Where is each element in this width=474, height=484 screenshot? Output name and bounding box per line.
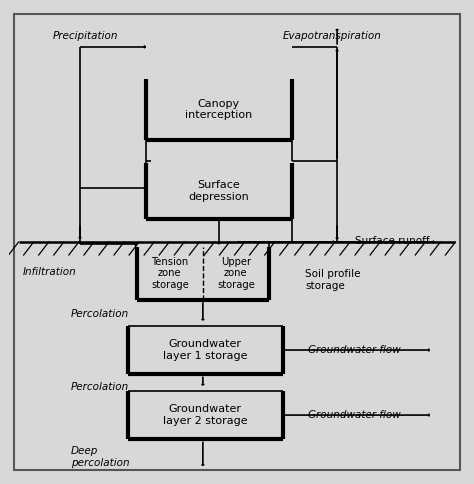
- Text: Groundwater flow: Groundwater flow: [308, 410, 400, 420]
- Text: Infiltration: Infiltration: [23, 267, 77, 277]
- Text: Surface
depression: Surface depression: [189, 180, 249, 202]
- Text: Canopy
interception: Canopy interception: [185, 99, 253, 121]
- Text: Precipitation: Precipitation: [53, 30, 118, 41]
- Text: Upper
zone
storage: Upper zone storage: [217, 257, 255, 290]
- Text: Groundwater flow: Groundwater flow: [308, 345, 400, 355]
- Text: Evapotranspiration: Evapotranspiration: [283, 30, 382, 41]
- Text: Tension
zone
storage: Tension zone storage: [151, 257, 189, 290]
- Text: Groundwater
layer 2 storage: Groundwater layer 2 storage: [163, 404, 247, 426]
- Text: Percolation: Percolation: [71, 309, 129, 319]
- Text: Percolation: Percolation: [71, 382, 129, 393]
- Text: Soil profile
storage: Soil profile storage: [305, 269, 361, 291]
- Text: Deep
percolation: Deep percolation: [71, 446, 129, 468]
- Text: Surface runoff: Surface runoff: [356, 236, 430, 246]
- Text: Groundwater
layer 1 storage: Groundwater layer 1 storage: [163, 339, 247, 361]
